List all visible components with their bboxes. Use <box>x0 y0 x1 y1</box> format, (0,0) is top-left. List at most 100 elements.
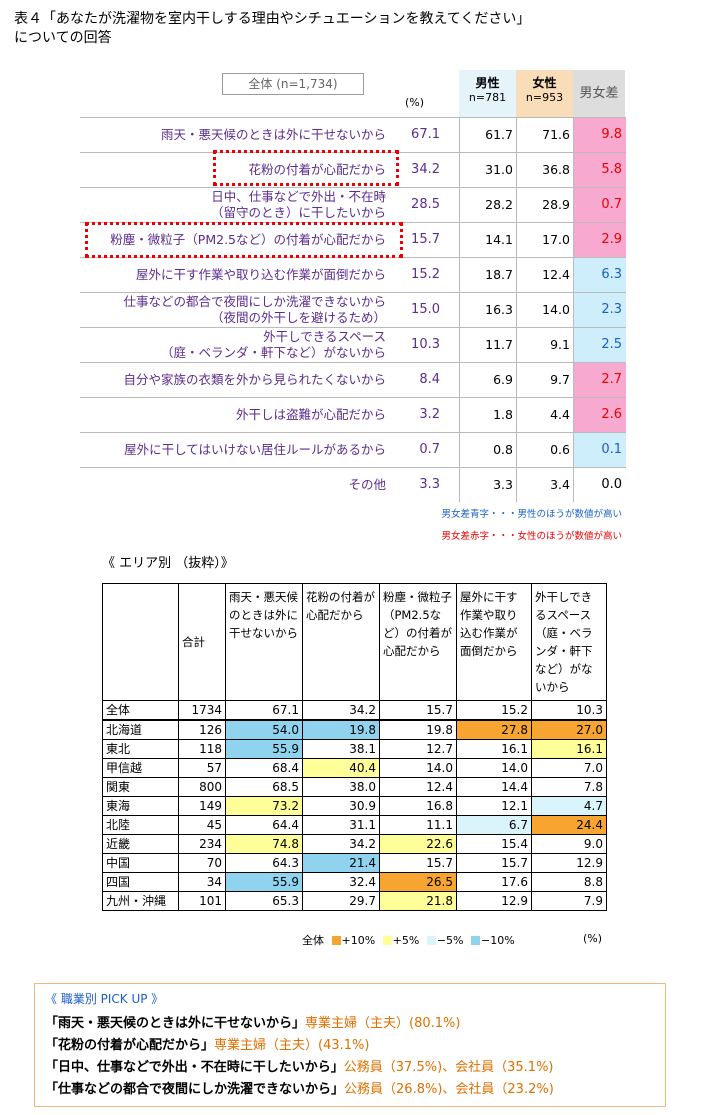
gender-table-row: 仕事などの都合で夜間にしか洗濯できないから （夜間の外干しを避けるため） 15.0 1… <box>80 292 626 327</box>
area-value: 24.4 <box>531 815 607 835</box>
area-value: 74.8 <box>225 834 303 854</box>
area-value: 64.4 <box>225 815 303 835</box>
area-value: 7.9 <box>531 891 607 911</box>
area-value: 800 <box>178 777 226 797</box>
area-value: 38.1 <box>302 739 380 759</box>
highlight-pollen <box>213 150 399 186</box>
pickup-percent: （37.5%)、会社員（35.1%) <box>382 1060 554 1075</box>
area-value: 19.8 <box>379 719 457 740</box>
female-value: 17.0 <box>516 223 573 257</box>
female-value: 9.7 <box>516 363 573 397</box>
female-value: 36.8 <box>516 153 573 187</box>
area-value: 31.1 <box>302 815 380 835</box>
pickup-answer: 公務員 <box>344 1082 384 1097</box>
gender-table-row: 外干しできるスペース （庭・ベランダ・軒下など）がないから 10.3 11.7 9.1 2… <box>80 327 626 362</box>
area-value: 15.7 <box>379 700 457 721</box>
area-header-pm25: 粉塵・微粒子（PM2.5など）の付着が心配だから <box>379 583 457 701</box>
row-label: 外干しできるスペース （庭・ベランダ・軒下など）がないから <box>86 328 386 362</box>
row-label-line1: 粉塵・微粒子（PM2.5など）の付着が心配だから <box>110 232 386 247</box>
area-value: 22.6 <box>379 834 457 854</box>
page-title: 表４「あなたが洗濯物を室内干しする理由やシチュエーションを教えてください」 につ… <box>14 10 530 48</box>
area-value: 6.7 <box>456 815 532 835</box>
row-label-line1: 花粉の付着が心配だから <box>248 162 386 177</box>
area-row: 東海 149 73.2 30.9 16.8 12.1 4.7 <box>102 796 607 816</box>
male-column-header: 男性 n=781 <box>459 70 516 117</box>
area-row: 中国 70 64.3 21.4 15.7 15.7 12.9 <box>102 853 607 873</box>
area-value: 16.1 <box>456 739 532 759</box>
female-value: 14.0 <box>516 293 573 327</box>
gender-table-row: 屋外に干す作業や取り込む作業が面倒だから 15.2 18.7 12.4 6.3 <box>80 257 626 292</box>
area-name: 近畿 <box>102 834 179 854</box>
area-value: 15.7 <box>456 853 532 873</box>
area-value: 27.0 <box>531 719 607 740</box>
area-row: 東北 118 55.9 38.1 12.7 16.1 16.1 <box>102 739 607 759</box>
area-value: 15.7 <box>379 853 457 873</box>
area-value: 21.4 <box>302 853 380 873</box>
area-value: 8.8 <box>531 872 607 892</box>
pickup-answer: 専業主婦（主夫） <box>305 1016 410 1031</box>
area-value: 67.1 <box>225 700 303 721</box>
female-value: 4.4 <box>516 398 573 432</box>
row-label-line2: （庭・ベランダ・軒下など）がないから <box>160 345 386 360</box>
male-value: 14.1 <box>459 223 516 257</box>
diff-value: 2.5 <box>573 328 626 362</box>
gender-table-row: 雨天・悪天候のときは外に干せないから 67.1 61.7 71.6 9.8 <box>80 117 626 152</box>
area-value: 12.7 <box>379 739 457 759</box>
total-value: 67.1 <box>411 127 440 142</box>
area-value: 65.3 <box>225 891 303 911</box>
area-value: 12.4 <box>379 777 457 797</box>
legend-yellow-swatch <box>382 936 392 945</box>
legend-plus5: +5% <box>392 934 420 947</box>
area-header-space: 外干しできるスペース（庭・ベランダ・軒下など）がないから <box>531 583 607 701</box>
total-value: 3.2 <box>419 407 440 422</box>
total-value: 15.2 <box>411 267 440 282</box>
area-row: 北海道 126 54.0 19.8 19.8 27.8 27.0 <box>102 719 607 740</box>
pickup-percent: (43.1%) <box>318 1038 370 1053</box>
area-value: 27.8 <box>456 719 532 740</box>
area-value: 34.2 <box>302 834 380 854</box>
area-value: 64.3 <box>225 853 303 873</box>
area-value: 7.8 <box>531 777 607 797</box>
area-value: 34 <box>178 872 226 892</box>
area-table-header-row: 合計 雨天・悪天候のときは外に干せないから 花粉の付着が心配だから 粉塵・微粒子… <box>102 583 607 701</box>
pickup-question: 「日中、仕事などで外出・不在時に干したいから」 <box>45 1060 344 1075</box>
pickup-question: 「花粉の付着が心配だから」 <box>45 1038 215 1053</box>
area-name: 全体 <box>102 700 179 721</box>
gender-table-row: 屋外に干してはいけない居住ルールがあるから 0.7 0.8 0.6 0.1 <box>80 432 626 467</box>
area-value: 57 <box>178 758 226 778</box>
diff-column-header: 男女差 <box>573 70 625 117</box>
female-value: 0.6 <box>516 433 573 467</box>
row-label-line1: 外干しは盗難が心配だから <box>235 407 386 422</box>
female-value: 71.6 <box>516 118 573 152</box>
area-name: 東海 <box>102 796 179 816</box>
area-value: 118 <box>178 739 226 759</box>
row-label: 仕事などの都合で夜間にしか洗濯できないから （夜間の外干しを避けるため） <box>86 293 386 327</box>
area-name: 九州・沖縄 <box>102 891 179 911</box>
area-value: 14.0 <box>379 758 457 778</box>
legend-minus5: −5% <box>436 934 464 947</box>
area-section-title: 《 エリア別 （抜粋）》 <box>102 556 234 571</box>
area-value: 70 <box>178 853 226 873</box>
female-value: 28.9 <box>516 188 573 222</box>
area-header-total: 合計 <box>178 583 226 701</box>
total-value: 10.3 <box>411 337 440 352</box>
area-value: 55.9 <box>225 872 303 892</box>
row-label-line2: （夜間の外干しを避けるため） <box>210 310 386 325</box>
area-name: 北陸 <box>102 815 179 835</box>
area-value: 14.0 <box>456 758 532 778</box>
male-value: 18.7 <box>459 258 516 292</box>
pickup-answer: 専業主婦（主夫） <box>214 1038 319 1053</box>
area-table-body: 全体 1734 67.1 34.2 15.7 15.2 10.3 北海道 126 54.0 19.8… <box>102 700 607 911</box>
area-value: 12.9 <box>456 891 532 911</box>
note-blue: 男女差青字・・・男性のほうが数値が高い <box>441 509 622 520</box>
area-value: 55.9 <box>225 739 303 759</box>
row-label-line1: 仕事などの都合で夜間にしか洗濯できないから <box>123 294 386 309</box>
total-value: 3.3 <box>419 477 440 492</box>
diff-value: 0.1 <box>573 433 626 467</box>
diff-value: 0.7 <box>573 188 626 222</box>
male-value: 16.3 <box>459 293 516 327</box>
area-value: 38.0 <box>302 777 380 797</box>
title-line-2: についての回答 <box>14 30 112 46</box>
area-value: 32.4 <box>302 872 380 892</box>
male-value: 11.7 <box>459 328 516 362</box>
